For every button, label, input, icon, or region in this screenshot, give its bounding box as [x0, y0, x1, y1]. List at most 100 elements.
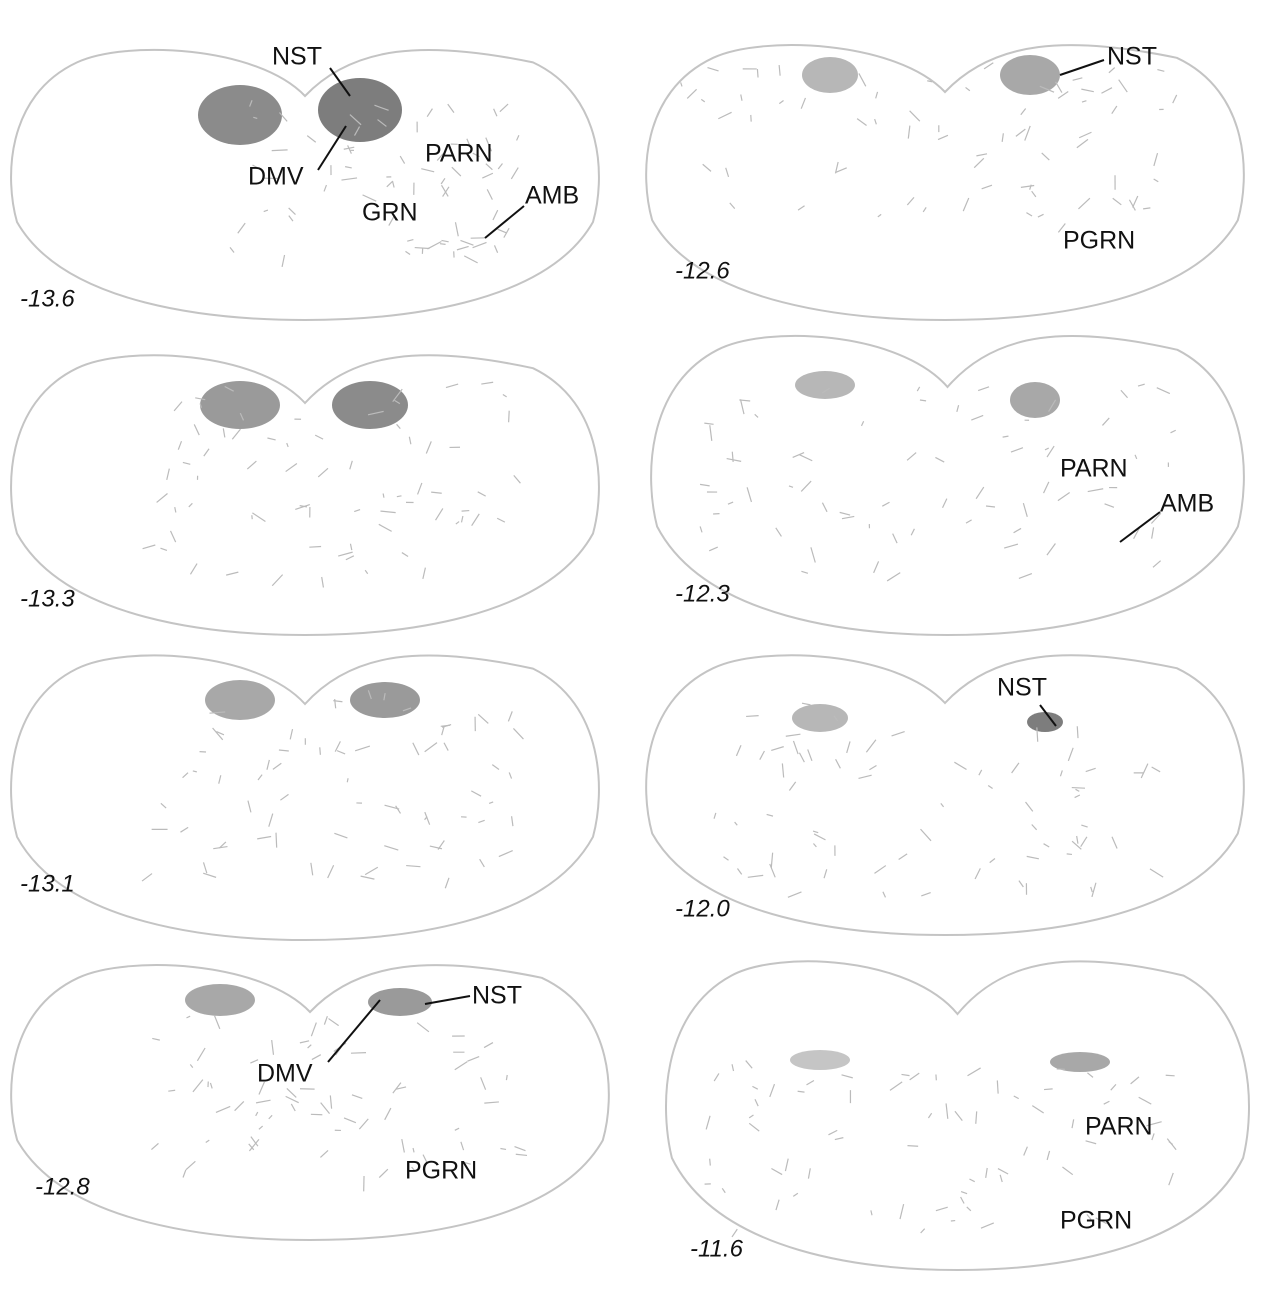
fiber — [917, 387, 919, 391]
fiber — [966, 87, 970, 90]
fiber — [1138, 384, 1145, 386]
fiber — [1112, 837, 1117, 849]
fiber — [267, 760, 269, 770]
fiber — [866, 740, 876, 753]
fiber — [1047, 1151, 1049, 1160]
fiber — [975, 868, 980, 879]
fiber — [427, 242, 441, 249]
fiber — [337, 751, 345, 754]
fiber — [976, 154, 987, 156]
fiber — [481, 382, 493, 384]
fiber — [282, 255, 284, 267]
fiber — [706, 1116, 710, 1130]
fiber — [1024, 1147, 1028, 1156]
fiber — [235, 1101, 244, 1110]
region-label: NST — [997, 674, 1047, 702]
fiber — [1077, 836, 1078, 844]
labels: NST DMV PARN GRN AMB -13.6 NST PGRN -12.… — [20, 43, 1214, 1263]
nucleus-region — [1027, 712, 1063, 732]
fiber — [352, 1095, 362, 1099]
fiber — [1105, 504, 1114, 507]
leader-line — [485, 206, 524, 238]
fiber — [828, 1130, 837, 1134]
fiber — [969, 1179, 974, 1182]
fiber — [700, 484, 710, 485]
fiber — [512, 816, 513, 826]
fiber — [859, 73, 866, 86]
fiber — [749, 1115, 753, 1118]
fiber — [214, 1015, 220, 1029]
fiber — [908, 126, 910, 139]
fiber — [1019, 881, 1023, 887]
fiber — [1030, 185, 1032, 190]
fiber — [355, 746, 370, 751]
fiber — [400, 156, 404, 163]
fiber — [976, 487, 984, 499]
fiber — [311, 863, 313, 876]
fiber — [1092, 883, 1096, 897]
fiber — [1141, 764, 1148, 778]
fiber — [247, 461, 256, 469]
fiber — [801, 571, 807, 573]
fiber — [324, 185, 326, 191]
fiber — [1150, 869, 1163, 877]
fiber — [747, 487, 751, 502]
fiber — [1135, 455, 1137, 459]
fiber — [1111, 1084, 1116, 1090]
fiber — [348, 145, 352, 153]
fiber — [494, 109, 497, 116]
fiber — [230, 247, 234, 252]
fiber — [498, 163, 502, 169]
leader-line — [1120, 512, 1160, 542]
fiber — [480, 859, 485, 867]
fiber — [890, 1082, 902, 1090]
fiber — [280, 794, 288, 800]
fiber — [456, 522, 459, 525]
fiber — [700, 526, 702, 532]
fiber — [813, 831, 818, 833]
fiber — [736, 745, 741, 756]
fiber — [503, 395, 507, 397]
fiber — [1171, 430, 1176, 433]
fiber — [226, 572, 238, 575]
fiber — [174, 402, 182, 411]
fiber — [193, 771, 197, 772]
fiber — [882, 502, 889, 506]
fiber — [1044, 1089, 1053, 1090]
fiber — [1101, 88, 1112, 94]
nucleus-region — [792, 704, 848, 732]
fiber — [379, 524, 392, 531]
fiber — [961, 1192, 967, 1194]
level-label: -13.6 — [20, 285, 75, 312]
region-label: AMB — [1160, 490, 1214, 518]
fiber — [710, 425, 712, 441]
fiber — [1121, 390, 1128, 397]
fiber — [871, 1210, 872, 1215]
fiber — [1104, 1101, 1110, 1104]
fiber — [426, 441, 431, 453]
fiber — [446, 384, 458, 387]
fiber — [427, 109, 432, 117]
fiber — [1079, 132, 1091, 138]
fiber — [287, 443, 288, 447]
fiber — [921, 829, 932, 841]
fiber — [899, 854, 907, 860]
fiber — [413, 1148, 414, 1152]
fiber — [1081, 825, 1087, 827]
fiber — [1000, 1175, 1002, 1182]
fiber — [1072, 788, 1085, 789]
nucleus-region — [200, 381, 280, 429]
fiber — [421, 169, 434, 172]
fiber — [338, 552, 352, 556]
fiber — [1026, 213, 1032, 216]
fiber — [1081, 89, 1093, 92]
fiber — [892, 732, 905, 736]
level-label: -13.1 — [20, 870, 75, 897]
fiber — [735, 822, 738, 825]
fiber — [467, 1057, 479, 1062]
region-label: AMB — [525, 182, 579, 210]
fiber — [907, 453, 916, 461]
fiber — [808, 1168, 810, 1178]
fiber — [971, 415, 983, 420]
fiber — [300, 1041, 309, 1043]
